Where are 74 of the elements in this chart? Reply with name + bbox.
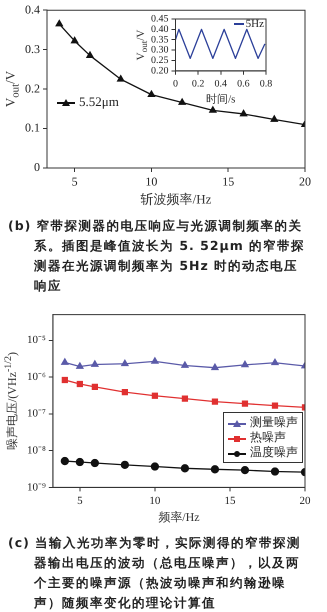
x-tick-label: 15 xyxy=(222,174,234,188)
x-tick-label: 5 xyxy=(72,174,78,188)
point xyxy=(270,467,280,476)
point xyxy=(90,458,100,468)
point xyxy=(240,110,248,116)
point xyxy=(61,358,69,365)
x-tick-label: 0.2 xyxy=(192,78,204,90)
x-tick-label: 0.8 xyxy=(260,78,272,90)
y-tick-label: 10⁻⁵ xyxy=(26,334,46,346)
y-tick-label: 10⁻⁸ xyxy=(26,444,46,457)
legend-label: 温度噪声 xyxy=(249,445,298,460)
point xyxy=(92,384,98,390)
x-tick-label: 10 xyxy=(149,494,161,507)
point xyxy=(270,115,278,122)
legend-label: 热噪声 xyxy=(249,430,287,446)
x-tick-label: 20 xyxy=(299,174,311,188)
point xyxy=(76,380,83,388)
x-tick-label: 20 xyxy=(300,494,311,507)
point xyxy=(181,361,189,368)
y-tick-label: 0.4 xyxy=(25,2,40,16)
point xyxy=(56,20,63,26)
point xyxy=(182,395,188,402)
y-tick-label: 0.45 xyxy=(151,14,168,25)
point xyxy=(60,456,69,466)
y-tick-label: 0.35 xyxy=(151,34,168,46)
point xyxy=(121,360,129,366)
x-axis-title: 斩波频率/Hz xyxy=(140,192,212,207)
legend-label: 5.52μm xyxy=(78,94,119,110)
point xyxy=(70,36,78,44)
y-tick-label: 10⁻⁶ xyxy=(26,370,46,383)
x-axis-title: 时间/s xyxy=(206,92,236,106)
y-tick-label: 10⁻⁷ xyxy=(26,408,46,420)
point xyxy=(241,360,249,368)
y-tick-label: 0.3 xyxy=(25,42,40,56)
point xyxy=(271,358,279,366)
point xyxy=(117,75,124,82)
y-tick-label: 10⁻⁹ xyxy=(26,481,46,494)
x-tick-label: 0 xyxy=(173,78,178,90)
point xyxy=(242,400,248,407)
legend-label: 测量噪声 xyxy=(249,415,298,430)
point xyxy=(62,376,68,384)
y-tick-label: 0.30 xyxy=(151,44,168,56)
point xyxy=(76,362,84,369)
point xyxy=(272,402,278,409)
point xyxy=(91,360,99,367)
y-tick-label: 0.20 xyxy=(151,65,168,76)
x-tick-label: 5 xyxy=(77,494,84,507)
x-tick-label: 15 xyxy=(224,494,236,507)
point xyxy=(180,464,190,472)
point xyxy=(211,364,219,370)
point xyxy=(76,458,84,466)
text: (b) 窄带探测器的电压响应与光源调制频率的关系。插图是峰值波长为 5. 52μm 的窄带探测器在光源调制频率为 5Hz 时的动态电压响应 xyxy=(8,217,306,295)
y-tick-label: 0 xyxy=(34,160,40,174)
point xyxy=(151,357,159,364)
x-tick-label: 10 xyxy=(145,174,158,188)
point xyxy=(178,98,186,105)
x-tick-label: 0.6 xyxy=(237,78,250,90)
text: (c) 当输入光功率为零时，实际测得的窄带探测器输出电压的波动（总电压噪声），以及两个主要的噪声源（热波动噪声和约翰逊噪声）随频率变化的理论计算值 xyxy=(8,534,302,612)
point xyxy=(120,460,130,470)
y-tick-label: 0.25 xyxy=(151,55,168,66)
point xyxy=(240,466,250,474)
point xyxy=(209,106,217,113)
x-axis-title: 频率/Hz xyxy=(158,510,200,524)
point xyxy=(212,398,218,405)
point xyxy=(152,392,158,399)
x-tick-label: 0.4 xyxy=(214,78,227,90)
legend-label: 5Hz xyxy=(244,18,264,30)
y-tick-label: 0.1 xyxy=(25,120,40,135)
point xyxy=(148,90,156,98)
y-tick-label: 0.40 xyxy=(151,24,168,35)
point xyxy=(86,51,94,58)
point xyxy=(150,462,160,471)
point xyxy=(210,465,220,474)
point xyxy=(122,388,128,396)
